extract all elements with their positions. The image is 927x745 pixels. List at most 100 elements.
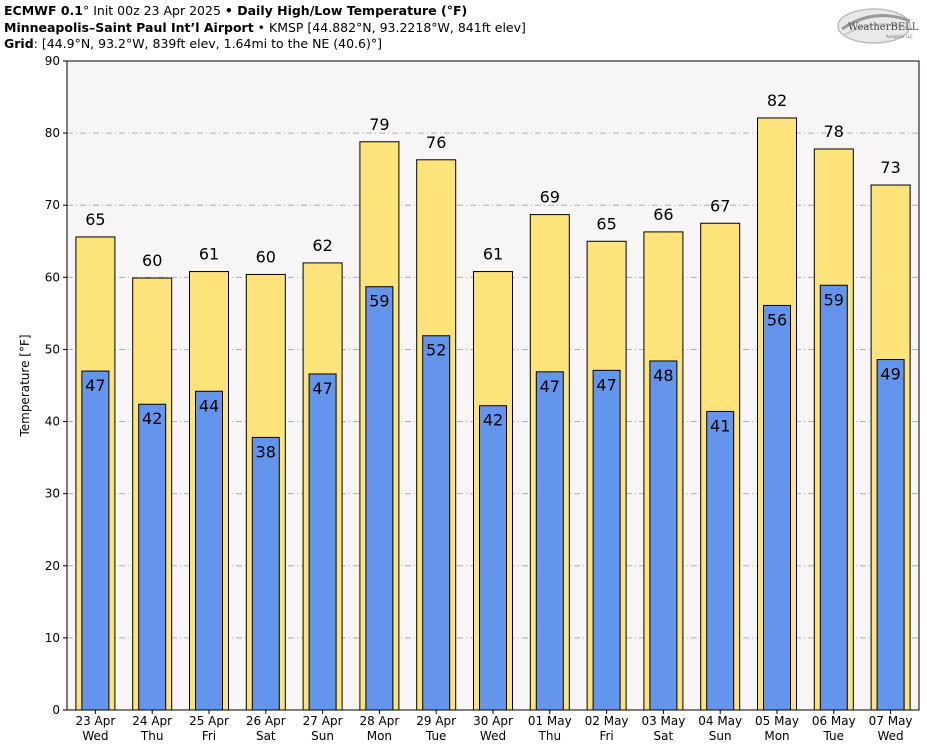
- low-label: 44: [199, 396, 219, 415]
- low-bar: [422, 335, 451, 711]
- high-label: 69: [540, 188, 560, 207]
- y-tick-label: 50: [45, 342, 60, 356]
- high-label: 82: [767, 91, 787, 110]
- logo-subtext: Analytics LLC: [886, 34, 913, 39]
- low-bar: [706, 410, 735, 711]
- low-label: 49: [880, 365, 900, 384]
- low-label: 48: [653, 366, 673, 385]
- station-info: • KMSP [44.882°N, 93.2218°W, 841ft elev]: [253, 19, 526, 35]
- y-tick-label: 0: [52, 703, 60, 717]
- low-label: 59: [369, 292, 389, 311]
- x-tick-label-date: 27 Apr: [303, 714, 343, 728]
- low-bar: [365, 286, 394, 711]
- low-label: 47: [540, 377, 560, 396]
- low-label: 38: [256, 442, 276, 461]
- low-label: 47: [312, 379, 332, 398]
- chart-title: Daily High/Low Temperature (°F): [232, 3, 468, 18]
- low-bar: [138, 403, 167, 711]
- x-tick-label-weekday: Sun: [311, 729, 334, 743]
- x-tick-label-date: 05 May: [755, 714, 799, 728]
- header-line-2: Minneapolis–Saint Paul Int’l Airport • K…: [4, 20, 526, 37]
- high-label: 76: [426, 133, 446, 152]
- x-tick-label-date: 29 Apr: [416, 714, 456, 728]
- low-label: 59: [824, 290, 844, 309]
- high-label: 65: [85, 210, 105, 229]
- x-tick-label-weekday: Wed: [82, 729, 108, 743]
- high-label: 67: [710, 196, 730, 215]
- high-label: 66: [653, 205, 673, 224]
- x-tick-label-date: 03 May: [641, 714, 685, 728]
- x-tick-label-date: 30 Apr: [473, 714, 513, 728]
- low-bar: [876, 359, 905, 711]
- y-tick-label: 80: [45, 126, 60, 140]
- high-label: 60: [142, 251, 162, 270]
- y-tick-label: 70: [45, 198, 60, 212]
- x-tick-label-date: 06 May: [812, 714, 856, 728]
- x-tick-label-weekday: Sat: [256, 729, 276, 743]
- x-tick-label-weekday: Fri: [202, 729, 216, 743]
- low-bar: [763, 304, 791, 711]
- x-tick-label-weekday: Sun: [709, 729, 732, 743]
- x-tick-label-weekday: Sat: [654, 729, 674, 743]
- x-tick-label-weekday: Thu: [140, 729, 164, 743]
- x-tick-label-weekday: Tue: [823, 729, 845, 743]
- x-tick-label-weekday: Mon: [367, 729, 392, 743]
- high-label: 79: [369, 115, 389, 134]
- x-tick-label-date: 28 Apr: [359, 714, 399, 728]
- x-tick-label-date: 24 Apr: [132, 714, 172, 728]
- station-name: Minneapolis–Saint Paul Int’l Airport: [4, 19, 254, 35]
- x-tick-label-weekday: Thu: [538, 729, 562, 743]
- low-bar: [195, 390, 223, 711]
- low-label: 47: [85, 376, 105, 395]
- logo-text: WeatherBELL: [848, 22, 919, 33]
- x-tick-label-weekday: Tue: [425, 729, 447, 743]
- low-bar: [535, 371, 564, 711]
- y-tick-label: 40: [45, 415, 60, 429]
- model-name: ECMWF 0.1: [4, 3, 83, 18]
- x-tick-label-date: 25 Apr: [189, 714, 229, 728]
- high-label: 78: [824, 122, 844, 141]
- bullet-1: •: [224, 3, 233, 18]
- grid-info: : [44.9°N, 93.2°W, 839ft elev, 1.64mi to…: [33, 36, 383, 51]
- low-label: 56: [767, 310, 787, 329]
- low-label: 42: [142, 409, 162, 428]
- chart-header: ECMWF 0.1° Init 00z 23 Apr 2025 • Daily …: [4, 3, 526, 53]
- x-tick-label-weekday: Wed: [480, 729, 506, 743]
- x-tick-label-date: 02 May: [585, 714, 629, 728]
- header-line-1: ECMWF 0.1° Init 00z 23 Apr 2025 • Daily …: [4, 3, 526, 20]
- y-tick-label: 60: [45, 270, 60, 284]
- y-tick-label: 20: [45, 559, 60, 573]
- low-label: 52: [426, 341, 446, 360]
- x-tick-label-weekday: Fri: [599, 729, 613, 743]
- init-time: Init 00z 23 Apr 2025: [89, 3, 225, 18]
- y-axis-label: Temperature [°F]: [18, 334, 32, 437]
- low-label: 41: [710, 416, 730, 435]
- high-label: 60: [256, 247, 276, 266]
- x-tick-label-date: 26 Apr: [246, 714, 286, 728]
- low-label: 42: [483, 411, 503, 430]
- low-bar: [592, 369, 621, 711]
- low-bar: [308, 373, 337, 711]
- x-tick-label-date: 04 May: [698, 714, 742, 728]
- low-bar: [819, 284, 848, 711]
- high-label: 61: [199, 245, 219, 264]
- x-tick-label-date: 01 May: [528, 714, 572, 728]
- high-label: 62: [312, 236, 332, 255]
- low-bar: [649, 360, 678, 711]
- grid-label: Grid: [4, 36, 34, 51]
- x-tick-label-date: 23 Apr: [75, 714, 115, 728]
- high-label: 73: [880, 158, 900, 177]
- x-tick-label-date: 07 May: [869, 714, 913, 728]
- y-tick-label: 90: [45, 54, 60, 68]
- x-tick-label-weekday: Mon: [764, 729, 789, 743]
- header-line-3: Grid: [44.9°N, 93.2°W, 839ft elev, 1.64m…: [4, 36, 526, 53]
- y-tick-label: 30: [45, 487, 60, 501]
- low-bar: [81, 370, 110, 711]
- weatherbell-logo: WeatherBELL Analytics LLC: [837, 8, 919, 44]
- model-degree: °: [82, 3, 90, 18]
- high-label: 61: [483, 245, 503, 264]
- low-bar: [479, 405, 507, 711]
- x-tick-label-weekday: Wed: [878, 729, 904, 743]
- plot-frame: [66, 60, 920, 711]
